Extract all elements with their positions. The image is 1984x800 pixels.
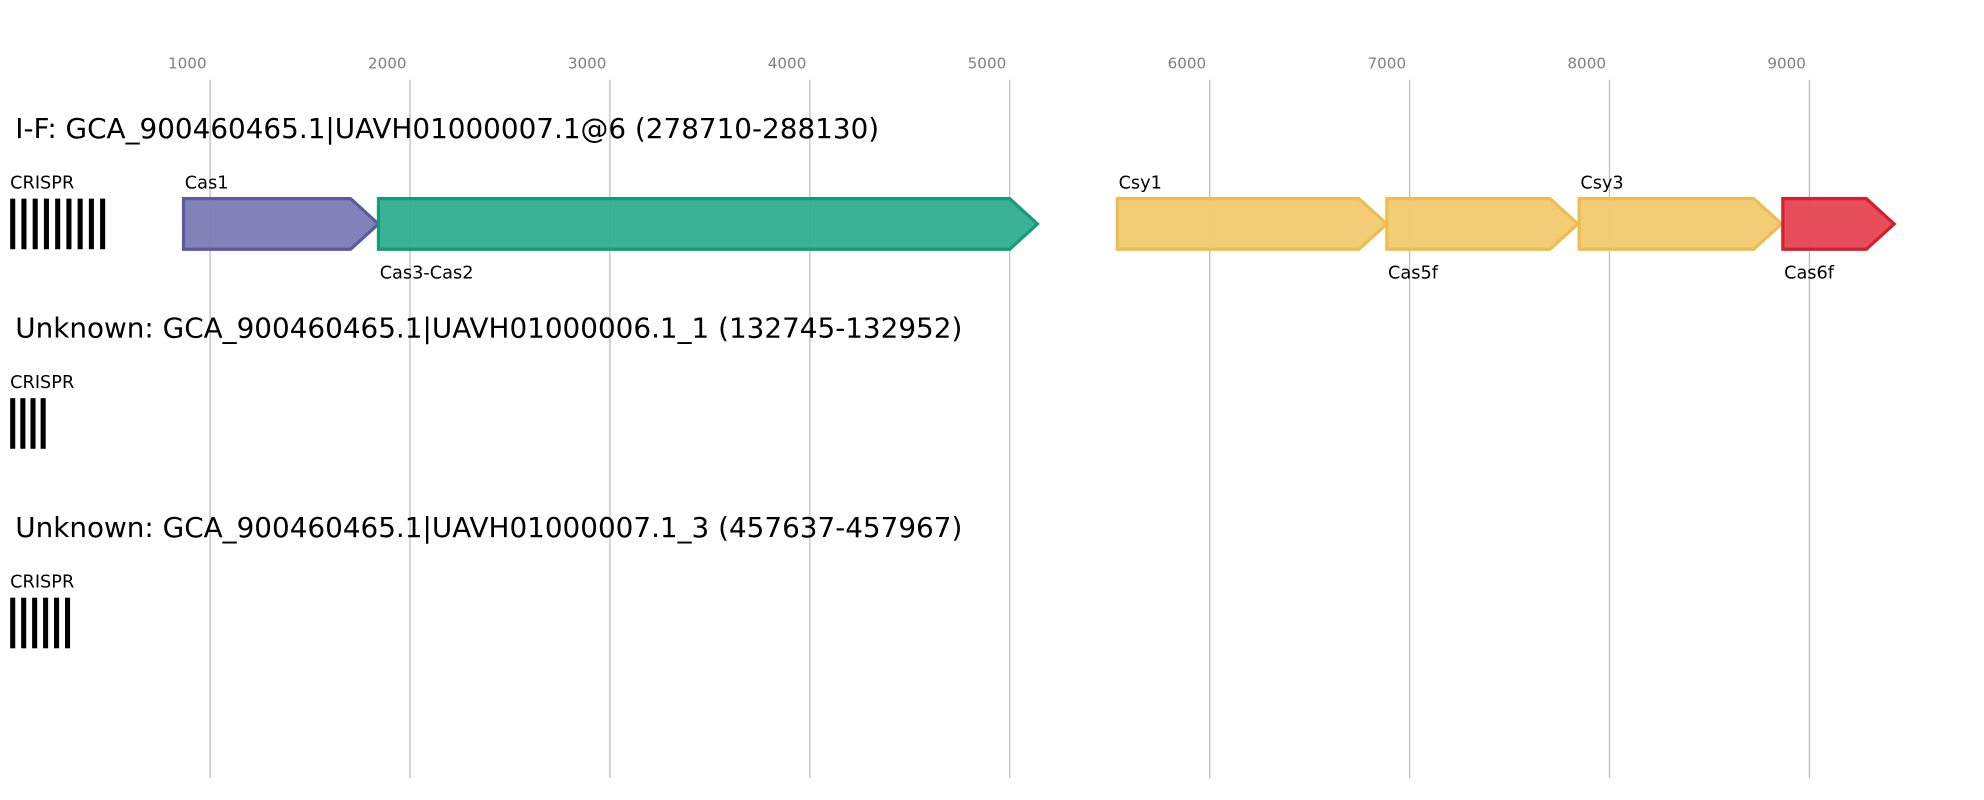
gene-arrow [1115,197,1390,251]
crispr-repeat [100,198,106,250]
crispr-repeat [66,198,72,250]
crispr-repeat [43,198,49,250]
crispr-repeat [88,198,94,250]
tick-label: 3000 [568,54,607,72]
gene-label: Cas3-Cas2 [380,263,474,283]
gene-label: Csy1 [1119,174,1162,194]
tick-label: 4000 [768,54,807,72]
crispr-repeat [20,398,26,449]
locus: Unknown: GCA_900460465.1|UAVH01000007.1_… [10,511,962,649]
gene-label: Cas6f [1784,263,1835,283]
locus-title: Unknown: GCA_900460465.1|UAVH01000007.1_… [15,511,962,544]
crispr-repeat [32,597,38,649]
gene-label: Csy3 [1580,174,1623,194]
crispr-label: CRISPR [10,573,74,593]
crispr-repeat [10,597,16,649]
crispr-repeat [55,198,61,250]
crispr-repeat [21,597,27,649]
crispr-repeat [10,398,16,449]
crispr-label: CRISPR [10,373,74,393]
crispr-repeat [21,198,27,250]
gene-arrow [181,197,381,251]
gene-arrow [1781,197,1897,251]
tick-label: 7000 [1367,54,1406,72]
gene-label: Cas5f [1388,263,1439,283]
gene-label: Cas1 [185,174,229,194]
tick-label: 8000 [1567,54,1606,72]
gene-arrow [1577,197,1784,251]
crispr-repeat [43,597,49,649]
crispr-repeat [64,597,71,649]
gene-arrow [376,197,1040,251]
locus-title: Unknown: GCA_900460465.1|UAVH01000006.1_… [15,311,962,344]
crispr-repeat [10,198,16,250]
crispr-repeat [54,597,60,649]
crispr-repeat [40,398,46,449]
crispr-repeat [32,198,38,250]
tick-label: 1000 [168,54,207,72]
tick-label: 6000 [1168,54,1207,72]
locus-title: I-F: GCA_900460465.1|UAVH01000007.1@6 (2… [15,112,879,145]
crispr-label: CRISPR [10,174,74,194]
tick-label: 2000 [368,54,407,72]
locus: Unknown: GCA_900460465.1|UAVH01000006.1_… [10,311,962,449]
tick-label: 9000 [1767,54,1806,72]
locus: I-F: GCA_900460465.1|UAVH01000007.1@6 (2… [10,112,1897,283]
tick-label: 5000 [968,54,1007,72]
crispr-repeat [30,398,36,449]
crispr-repeat [77,198,83,250]
gene-arrow [1385,197,1581,251]
